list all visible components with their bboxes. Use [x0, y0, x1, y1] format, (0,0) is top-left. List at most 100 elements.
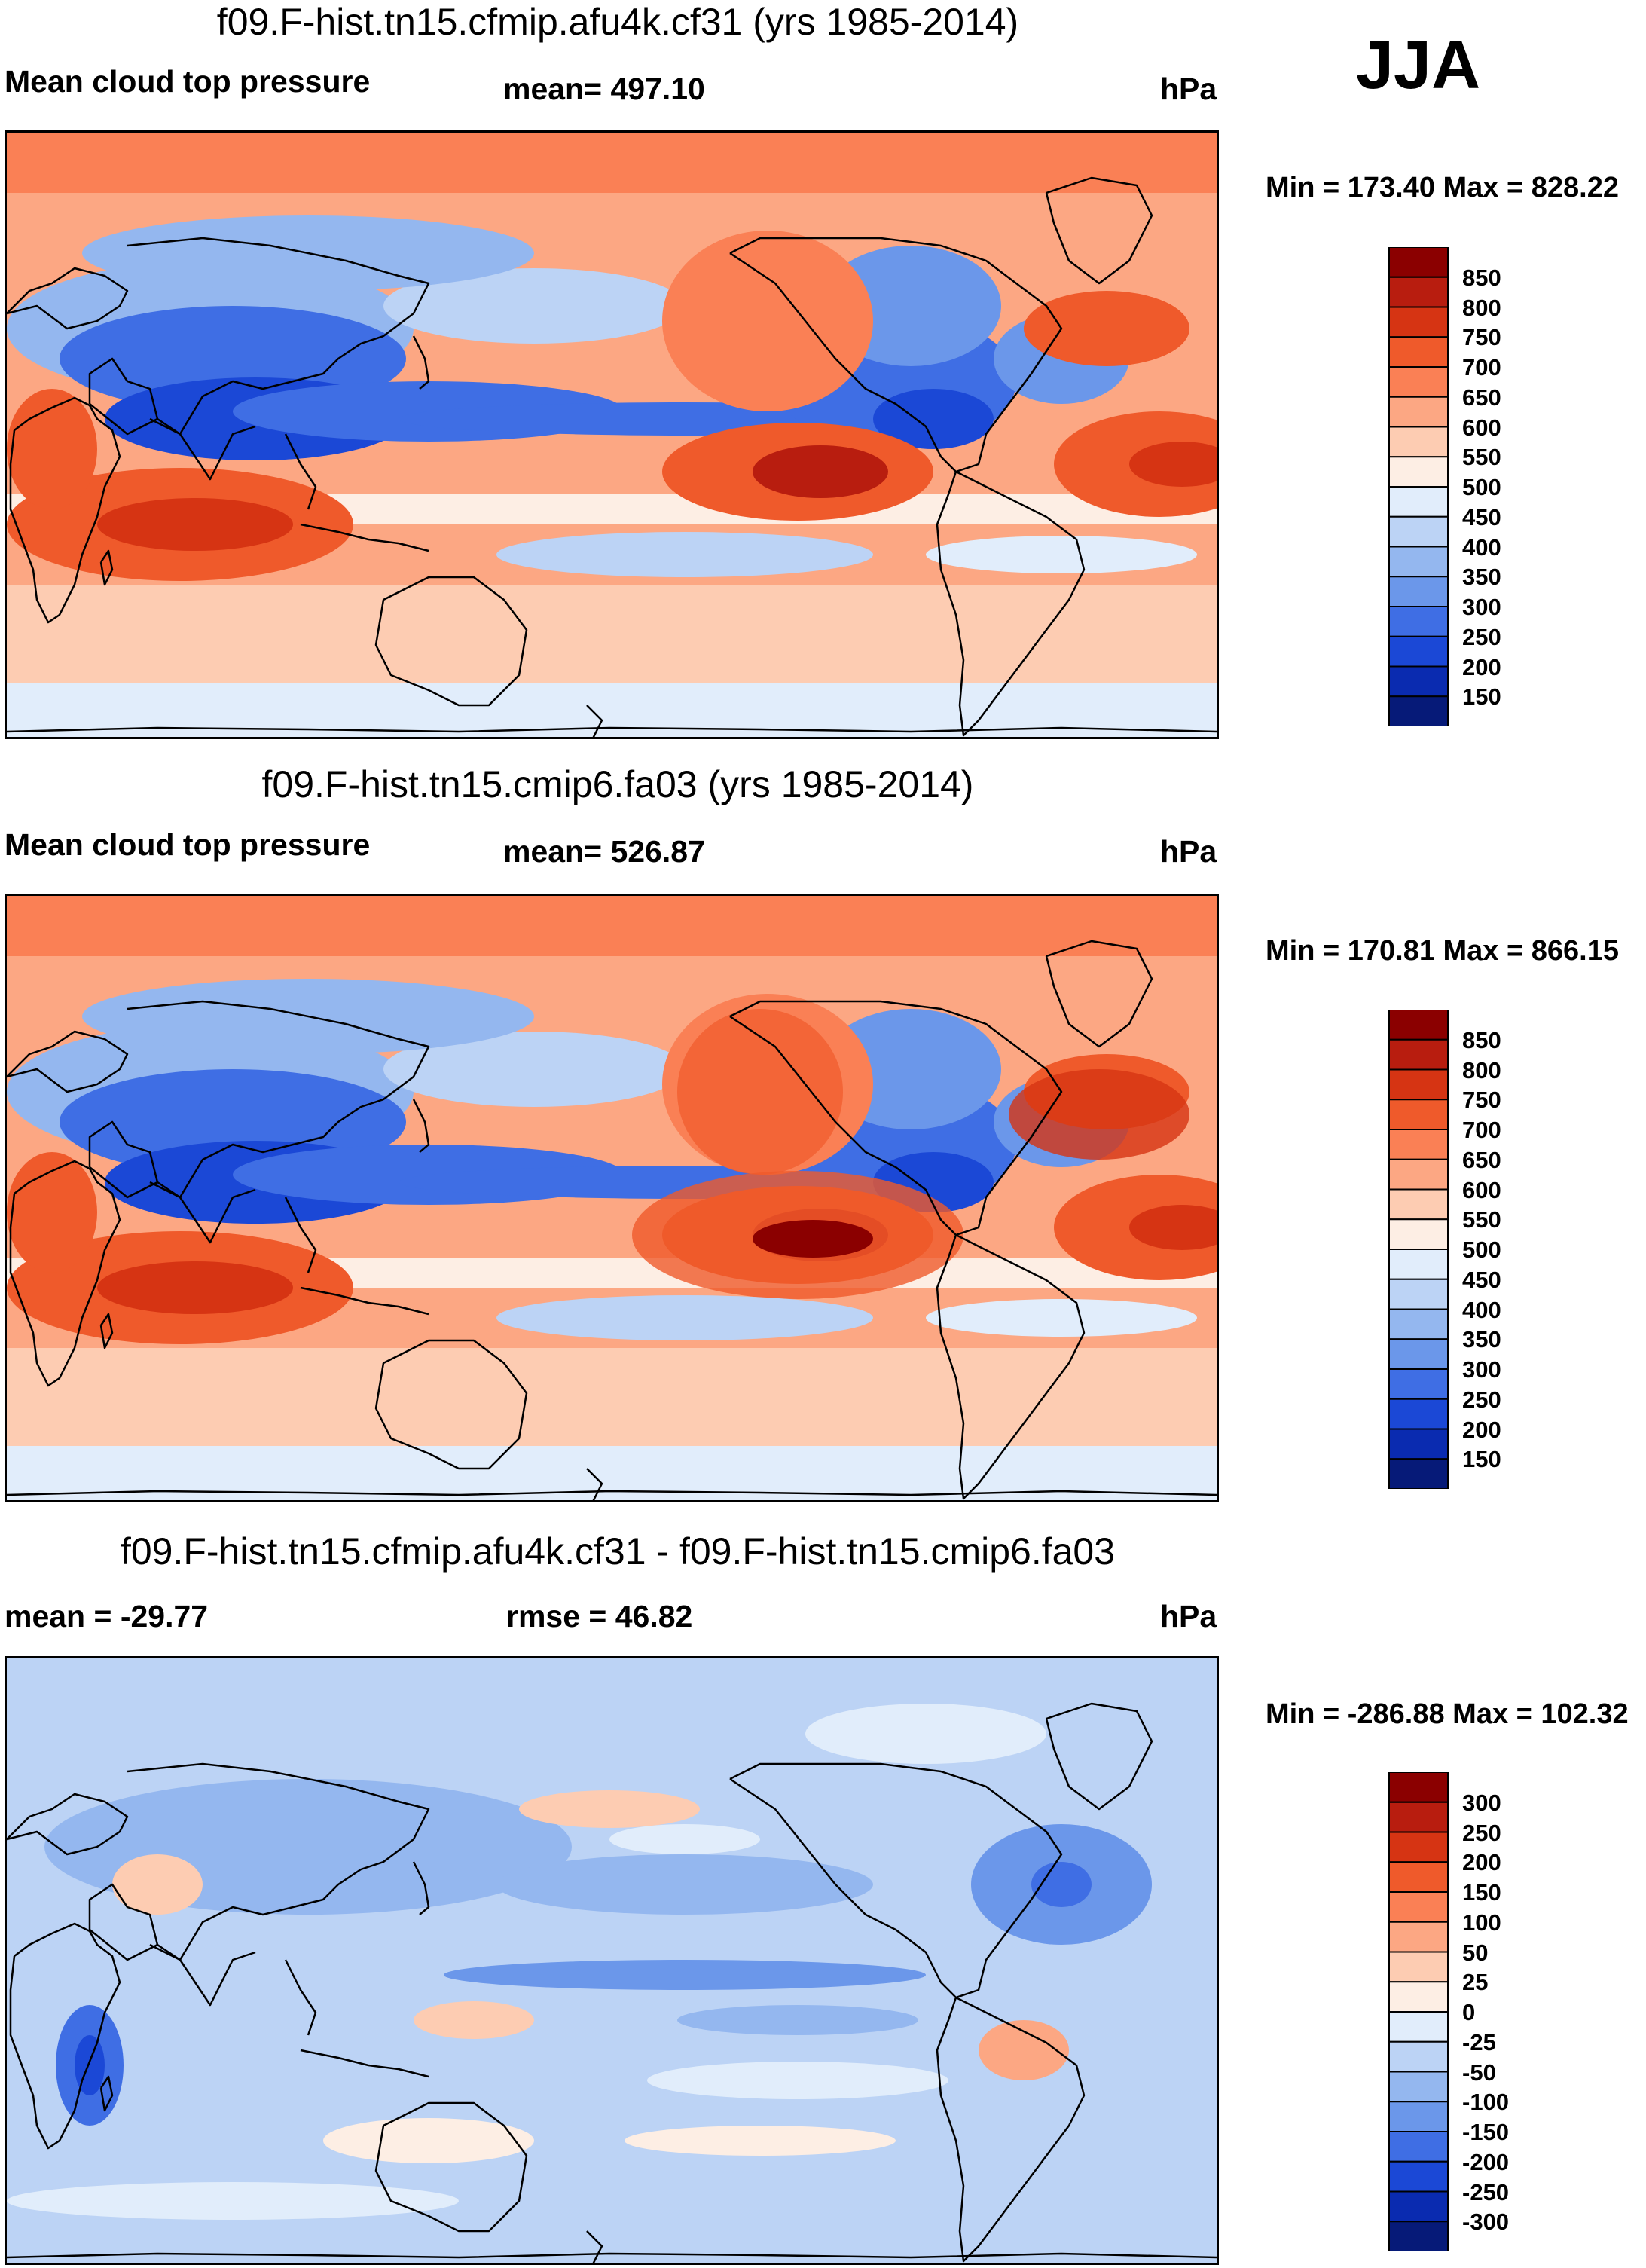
colorbar-tick-label: 650: [1462, 384, 1501, 411]
panel3-colorbar: 300 250 200 150 100 50 25 0 -25 -50 -100 -150 -200 -2…: [1388, 1772, 1614, 2251]
colorbar-tick-label: 550: [1462, 1206, 1501, 1233]
coastline: [88, 1120, 159, 1199]
panel2-map-svg: [7, 896, 1217, 1500]
coastline: [99, 549, 114, 586]
colorbar-swatch: [1388, 1308, 1449, 1340]
field-contour: [496, 1295, 873, 1340]
coastline: [300, 2049, 429, 2078]
coastline: [284, 1959, 317, 2036]
colorbar-swatch: [1388, 665, 1449, 698]
colorbar-tick-label: 500: [1462, 474, 1501, 500]
field-contour: [383, 268, 685, 344]
field-contour: [625, 2126, 896, 2156]
field-band: [7, 585, 1217, 683]
coastline: [729, 1000, 1063, 1236]
coastline: [284, 433, 317, 510]
colorbar-swatch: [1388, 396, 1449, 428]
season-label: JJA: [1356, 28, 1481, 103]
colorbar-tick-label: 600: [1462, 414, 1501, 441]
field-band: [7, 896, 1217, 956]
colorbar-tick-label: 400: [1462, 1296, 1501, 1323]
colorbar-swatch: [1388, 1428, 1449, 1460]
panel3-map-svg: [7, 1658, 1217, 2263]
coastline: [300, 1286, 429, 1316]
colorbar-swatch: [1388, 456, 1449, 488]
field-contour: [496, 532, 873, 577]
field-contour: [753, 445, 888, 498]
colorbar-swatch: [1388, 1398, 1449, 1430]
colorbar-tick-label: -25: [1462, 2028, 1496, 2056]
colorbar-tick-label: 700: [1462, 1117, 1501, 1143]
field-contour: [444, 1960, 926, 1990]
panel1-units: hPa: [1160, 72, 1217, 106]
coastline: [936, 1996, 1086, 2263]
field-contour: [1024, 291, 1189, 366]
panel1-colorbar: 850 800 750 700 650 600 550 500 450 400 350 300 250 2…: [1388, 247, 1614, 726]
colorbar-swatch: [1388, 2011, 1449, 2043]
coastline: [9, 396, 121, 624]
panel3-units: hPa: [1160, 1599, 1217, 1634]
coastline: [412, 1861, 430, 1915]
colorbar-tick-label: 150: [1462, 1879, 1501, 1906]
colorbar-swatch: [1388, 1458, 1449, 1489]
colorbar-tick-label: 800: [1462, 1056, 1501, 1084]
colorbar-swatch: [1388, 1158, 1449, 1191]
colorbar-swatch: [1388, 1981, 1449, 2013]
coastline: [88, 357, 159, 436]
colorbar-tick-label: 650: [1462, 1146, 1501, 1173]
coastline: [7, 2252, 1217, 2259]
field-contour: [414, 2001, 534, 2039]
colorbar-swatch: [1388, 336, 1449, 368]
field-contour: [647, 2062, 948, 2099]
colorbar-tick-label: 250: [1462, 623, 1501, 650]
panel2-colorbar: 850 800 750 700 650 600 550 500 450 400 350 300 250 2…: [1388, 1010, 1614, 1489]
coastline: [9, 1922, 121, 2150]
panel1-minmax: Min = 173.40 Max = 828.22: [1266, 172, 1619, 203]
colorbar-tick-label: 250: [1462, 1386, 1501, 1413]
colorbar-tick-label: 400: [1462, 533, 1501, 561]
colorbar-tick-label: 25: [1462, 1969, 1489, 1996]
coastline: [7, 1490, 1217, 1496]
coastline: [149, 1943, 256, 2007]
colorbar-swatch: [1388, 1249, 1449, 1280]
panel3-rmse: rmse = 46.82: [506, 1599, 693, 1634]
colorbar-tick-label: 350: [1462, 564, 1501, 591]
panel3-colorbar-svg: [1388, 1772, 1449, 2251]
colorbar-tick-label: 300: [1462, 1356, 1501, 1383]
coastline: [729, 1762, 1063, 1999]
colorbar-tick-label: 450: [1462, 503, 1501, 530]
colorbar-swatch: [1388, 515, 1449, 548]
colorbar-swatch: [1388, 1801, 1449, 1833]
panel3-minmax: Min = -286.88 Max = 102.32: [1266, 1698, 1629, 1730]
colorbar-swatch: [1388, 2040, 1449, 2073]
coastline: [149, 1181, 256, 1244]
colorbar-tick-label: 550: [1462, 444, 1501, 471]
coastline: [936, 1233, 1086, 1500]
field-contour: [805, 1704, 1046, 1764]
colorbar-swatch: [1388, 1951, 1449, 1983]
colorbar-tick-label: 600: [1462, 1176, 1501, 1203]
coastline: [149, 417, 256, 481]
field-contour: [677, 1009, 843, 1175]
panel3-mean: mean = -29.77: [5, 1599, 209, 1634]
field-band: [7, 1658, 1217, 1704]
coastline: [412, 1099, 430, 1153]
panel1-map: [5, 130, 1219, 739]
coastline: [586, 705, 603, 737]
colorbar-swatch: [1388, 2131, 1449, 2163]
field-contour: [496, 1854, 873, 1915]
colorbar-swatch: [1388, 1921, 1449, 1953]
colorbar-tick-label: 300: [1462, 594, 1501, 620]
colorbar-tick-label: 250: [1462, 1819, 1501, 1846]
colorbar-tick-label: 500: [1462, 1236, 1501, 1263]
colorbar-swatch: [1388, 366, 1449, 398]
coastline: [127, 237, 430, 436]
colorbar-swatch: [1388, 1831, 1449, 1863]
colorbar-swatch: [1388, 1099, 1449, 1130]
field-contour: [1009, 1069, 1189, 1160]
field-contour: [519, 1790, 700, 1828]
coastline: [284, 1197, 317, 1273]
coastline: [300, 523, 429, 552]
field-contour: [97, 498, 293, 551]
field-contour: [609, 1824, 760, 1854]
